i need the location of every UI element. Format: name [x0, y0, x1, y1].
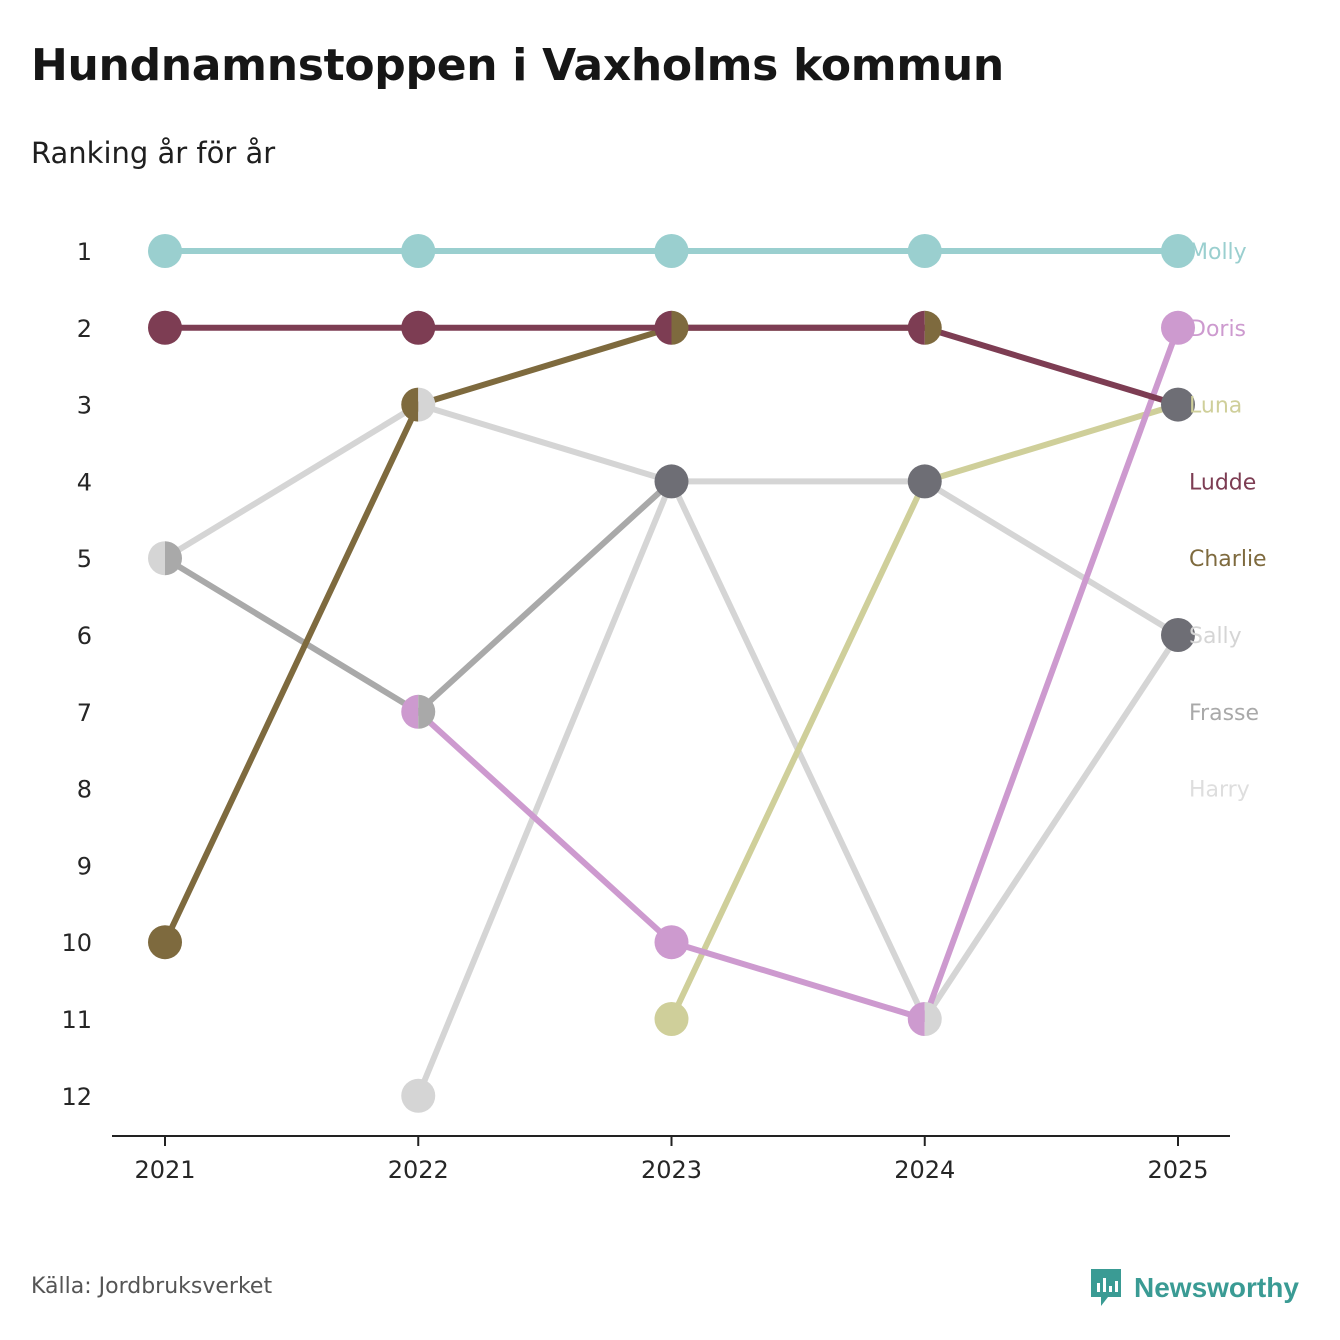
marker-circle — [401, 310, 436, 345]
marker-circle — [148, 925, 182, 960]
marker-half-left — [401, 387, 419, 422]
y-tick-label: 5 — [77, 545, 92, 573]
legend-label-molly: Molly — [1189, 240, 1247, 265]
marker-circle — [654, 1002, 689, 1036]
brand-logo: Newsworthy — [1088, 1266, 1299, 1310]
marker-half-right — [924, 1002, 942, 1036]
series-lines — [162, 248, 1181, 1099]
marker-circle — [907, 464, 942, 499]
marker-circle — [654, 464, 689, 499]
marker-half-right — [924, 310, 942, 345]
marker-2022-rank-7 — [401, 694, 436, 729]
y-tick-label: 8 — [77, 776, 92, 804]
legend-label-ludde: Ludde — [1189, 470, 1256, 495]
marker-circle — [148, 310, 182, 345]
marker-2021-rank-1 — [148, 234, 182, 268]
y-tick-label: 4 — [77, 468, 92, 496]
marker-2022-rank-3 — [401, 387, 436, 422]
legend-label-harry: Harry — [1189, 778, 1250, 803]
y-tick-label: 11 — [61, 1006, 92, 1034]
marker-half-left — [401, 694, 419, 729]
marker-2022-rank-1 — [401, 234, 436, 268]
legend-label-sally: Sally — [1189, 624, 1242, 649]
marker-circle — [1161, 387, 1195, 422]
marker-2023-rank-11 — [654, 1002, 689, 1036]
marker-2024-rank-2 — [907, 310, 942, 345]
y-tick-label: 9 — [77, 852, 92, 880]
x-tick-label: 2024 — [894, 1156, 955, 1184]
series-line-sally — [415, 478, 1181, 1099]
x-tick-label: 2021 — [134, 1156, 195, 1184]
series-line-charlie — [162, 324, 928, 946]
series-markers — [148, 234, 1195, 1113]
y-tick-label: 7 — [77, 699, 92, 727]
marker-2021-rank-5 — [148, 541, 182, 576]
chart-subtitle: Ranking år för år — [31, 136, 276, 170]
marker-2023-rank-1 — [654, 234, 689, 268]
marker-circle — [654, 234, 689, 268]
y-tick-label: 3 — [77, 392, 92, 420]
marker-circle — [1161, 618, 1195, 652]
marker-circle — [148, 234, 182, 268]
chart-title: Hundnamnstoppen i Vaxholms kommun — [31, 40, 1004, 91]
x-tick-label: 2023 — [641, 1156, 702, 1184]
y-tick-label: 12 — [61, 1083, 92, 1111]
newsworthy-logo-icon — [1091, 1269, 1121, 1306]
marker-circle — [1161, 234, 1195, 268]
brand-name: Newsworthy — [1134, 1272, 1299, 1303]
marker-half-left — [654, 310, 672, 345]
marker-half-right — [671, 310, 689, 345]
marker-2025-rank-3 — [1161, 387, 1195, 422]
y-tick-label: 2 — [77, 315, 92, 343]
y-tick-label: 10 — [61, 929, 92, 957]
marker-2021-rank-2 — [148, 310, 182, 345]
marker-circle — [401, 1078, 436, 1113]
marker-circle — [1161, 310, 1195, 345]
marker-half-left — [907, 1002, 925, 1036]
y-tick-label: 6 — [77, 622, 92, 650]
marker-half-left — [907, 310, 925, 345]
series-line-doris — [415, 324, 1181, 1022]
marker-2024-rank-11 — [907, 1002, 942, 1036]
x-tick-label: 2022 — [388, 1156, 449, 1184]
legend-label-frasse: Frasse — [1189, 701, 1259, 726]
marker-half-right — [418, 694, 436, 729]
legend-label-luna: Luna — [1189, 394, 1242, 419]
legend-label-charlie: Charlie — [1189, 547, 1267, 572]
series-line-frasse — [162, 478, 675, 715]
marker-circle — [907, 234, 942, 268]
y-tick-label: 1 — [77, 238, 92, 266]
marker-2024-rank-4 — [907, 464, 942, 499]
marker-half-right — [165, 541, 182, 576]
marker-2025-rank-2 — [1161, 310, 1195, 345]
source-note: Källa: Jordbruksverket — [31, 1274, 273, 1299]
legend: Molly Doris Luna Ludde Charlie Sally Frasse Har… — [1189, 240, 1267, 803]
marker-2023-rank-4 — [654, 464, 689, 499]
x-axis: 2021 2022 2023 2024 2025 — [112, 1135, 1230, 1184]
marker-circle — [654, 925, 689, 960]
marker-2022-rank-2 — [401, 310, 436, 345]
legend-label-doris: Doris — [1189, 317, 1246, 342]
marker-2024-rank-1 — [907, 234, 942, 268]
x-tick-label: 2025 — [1147, 1156, 1208, 1184]
marker-2021-rank-10 — [148, 925, 182, 960]
marker-half-left — [148, 541, 165, 576]
marker-2025-rank-6 — [1161, 618, 1195, 652]
marker-circle — [401, 234, 436, 268]
marker-2022-rank-12 — [401, 1078, 436, 1113]
marker-2023-rank-10 — [654, 925, 689, 960]
marker-2023-rank-2 — [654, 310, 689, 345]
marker-half-right — [418, 387, 436, 422]
marker-2025-rank-1 — [1161, 234, 1195, 268]
